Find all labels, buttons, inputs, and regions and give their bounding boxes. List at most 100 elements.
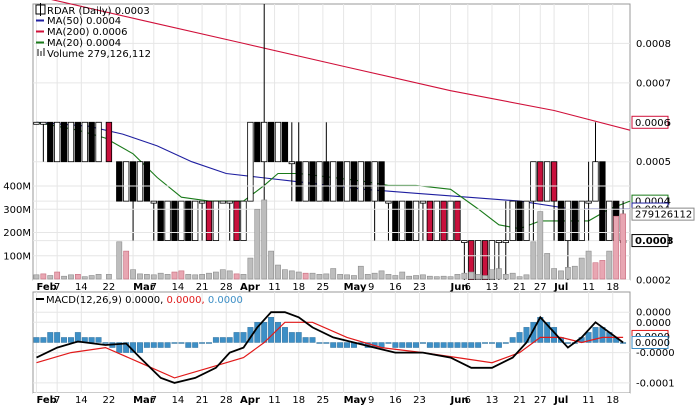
- ma200-line: [51, 0, 631, 131]
- candle-body: [150, 200, 157, 204]
- macd-histogram-bar: [150, 342, 157, 348]
- volume-bar: [399, 271, 406, 280]
- volume-bar: [364, 274, 371, 280]
- volume-bar: [302, 272, 309, 280]
- volume-bar: [447, 276, 454, 280]
- volume-bar: [544, 253, 551, 280]
- macd-histogram-bar: [240, 332, 247, 343]
- macd-histogram-bar: [426, 342, 433, 348]
- legend-volume-icon: [43, 48, 45, 56]
- volume-bar: [530, 241, 537, 280]
- volume-tick-label: 200M: [3, 228, 31, 239]
- date-tick-label: 11: [582, 395, 595, 406]
- candle-body: [123, 161, 130, 202]
- macd-histogram-bar: [275, 322, 281, 343]
- volume-bar: [482, 275, 488, 280]
- macd-histogram-bar: [399, 342, 406, 348]
- volume-bar: [47, 275, 54, 280]
- volume-bar: [592, 262, 599, 280]
- macd-histogram-bar: [468, 342, 475, 348]
- volume-bar: [578, 257, 585, 280]
- macd-histogram-bar: [392, 342, 399, 348]
- candle-body: [40, 121, 47, 125]
- macd-histogram-bar: [137, 342, 143, 353]
- candle-body: [33, 121, 40, 125]
- volume-bar: [523, 274, 530, 280]
- macd-histogram-bar: [454, 342, 461, 348]
- macd-tick-label: -0.0001: [636, 378, 675, 389]
- date-axis-band: [33, 393, 630, 405]
- volume-bar: [371, 272, 378, 280]
- candle-body: [164, 200, 171, 241]
- volume-bar: [130, 269, 136, 280]
- date-tick-label: 25: [317, 282, 330, 293]
- volume-bar: [61, 275, 67, 280]
- volume-bar: [599, 260, 606, 280]
- volume-bar: [192, 274, 199, 280]
- macd-histogram-bar: [74, 332, 81, 343]
- value-badge-text: 279126112: [635, 210, 692, 221]
- chart-title: RDAR (Daily) 0.0003: [47, 6, 150, 17]
- volume-bar: [558, 270, 564, 280]
- volume-bar: [54, 271, 61, 280]
- candle-body: [178, 200, 185, 241]
- macd-histogram-bar: [337, 342, 344, 348]
- macd-tick-label: 0.0000: [636, 308, 671, 319]
- macd-name: MACD(12,26,9): [46, 295, 125, 306]
- volume-bar: [116, 241, 123, 280]
- macd-histogram-bar: [295, 332, 302, 343]
- value-badge-text: 0.0000: [635, 338, 670, 349]
- macd-histogram-bar: [344, 342, 350, 348]
- date-tick-label: 6: [465, 395, 471, 406]
- macd-histogram-bar: [199, 342, 206, 344]
- candle-body: [219, 200, 226, 204]
- candle-body: [136, 161, 144, 202]
- date-tick-label: 16: [389, 395, 402, 406]
- date-tick-label: Apr: [240, 282, 260, 293]
- volume-panel: 400M 300M 200M 100M: [3, 182, 630, 280]
- candle-body: [606, 200, 613, 241]
- volume-bar: [475, 274, 482, 280]
- volume-bar: [309, 272, 316, 280]
- candle-body: [419, 200, 427, 204]
- volume-bar: [88, 275, 95, 280]
- macd-histogram-bar: [406, 342, 413, 348]
- date-tick-label: 11: [582, 282, 595, 293]
- candle-body: [571, 200, 578, 241]
- date-tick-label: 11: [268, 282, 281, 293]
- macd-histogram-bar: [185, 342, 192, 348]
- date-tick-label: Mar: [133, 395, 155, 406]
- macd-legend: MACD(12,26,9) 0.0000, 0.0000, 0.0000: [36, 295, 243, 306]
- candle-body: [461, 240, 468, 243]
- candle-body: [105, 121, 113, 163]
- macd-value: 0.0000,: [125, 295, 166, 306]
- volume-tick-label: 300M: [3, 205, 31, 216]
- volume-bar: [392, 275, 399, 280]
- macd-histogram-bar: [447, 342, 454, 348]
- candle-body: [95, 121, 102, 163]
- macd-histogram-bar: [592, 327, 599, 343]
- date-tick-label: 18: [292, 282, 305, 293]
- volume-bar: [502, 274, 509, 280]
- date-tick-label: Jul: [553, 395, 568, 406]
- date-axis-band: [33, 280, 630, 292]
- candle-body: [426, 200, 434, 241]
- volume-bar: [440, 275, 447, 280]
- price-tick-label: 0.0002: [636, 276, 671, 287]
- candle-body: [261, 121, 268, 163]
- candle-body: [364, 161, 371, 202]
- candle-body: [433, 200, 440, 241]
- volume-bar: [585, 250, 592, 280]
- volume-bar: [337, 274, 344, 280]
- legend-label: Volume 279,126,112: [47, 49, 151, 60]
- candle-body: [357, 161, 364, 202]
- candle-body: [330, 161, 337, 202]
- volume-bar: [213, 271, 219, 280]
- candle-body: [440, 200, 447, 241]
- candle-body: [226, 200, 233, 204]
- macd-histogram-bar: [33, 337, 40, 343]
- date-tick-label: 14: [75, 395, 88, 406]
- volume-bar: [282, 269, 288, 280]
- price-tick-label: 0.0005: [636, 157, 671, 168]
- candle-body: [537, 161, 544, 202]
